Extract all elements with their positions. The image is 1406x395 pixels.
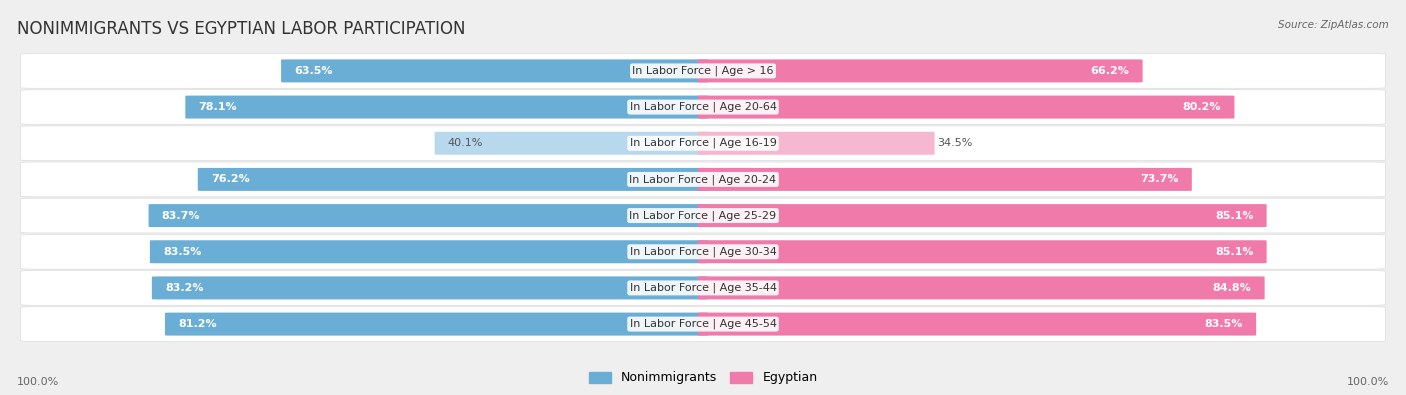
FancyBboxPatch shape: [434, 132, 709, 155]
Text: 76.2%: 76.2%: [211, 175, 250, 184]
Legend: Nonimmigrants, Egyptian: Nonimmigrants, Egyptian: [583, 367, 823, 389]
FancyBboxPatch shape: [697, 312, 1256, 336]
FancyBboxPatch shape: [21, 90, 1385, 124]
FancyBboxPatch shape: [697, 59, 1143, 83]
Text: 78.1%: 78.1%: [198, 102, 238, 112]
Text: 34.5%: 34.5%: [938, 138, 973, 148]
Text: 73.7%: 73.7%: [1140, 175, 1178, 184]
FancyBboxPatch shape: [21, 234, 1385, 269]
Text: In Labor Force | Age 20-24: In Labor Force | Age 20-24: [630, 174, 776, 185]
Text: 85.1%: 85.1%: [1215, 211, 1254, 220]
FancyBboxPatch shape: [697, 204, 1267, 227]
FancyBboxPatch shape: [281, 59, 709, 83]
FancyBboxPatch shape: [697, 168, 1192, 191]
Text: 83.2%: 83.2%: [165, 283, 204, 293]
Text: 66.2%: 66.2%: [1091, 66, 1129, 76]
FancyBboxPatch shape: [697, 240, 1267, 263]
Text: 63.5%: 63.5%: [294, 66, 333, 76]
Text: In Labor Force | Age 25-29: In Labor Force | Age 25-29: [630, 210, 776, 221]
FancyBboxPatch shape: [21, 162, 1385, 197]
Text: 85.1%: 85.1%: [1215, 247, 1254, 257]
FancyBboxPatch shape: [165, 312, 709, 336]
Text: In Labor Force | Age 30-34: In Labor Force | Age 30-34: [630, 246, 776, 257]
FancyBboxPatch shape: [149, 204, 709, 227]
FancyBboxPatch shape: [186, 96, 709, 118]
FancyBboxPatch shape: [21, 307, 1385, 341]
Text: 83.7%: 83.7%: [162, 211, 200, 220]
Text: In Labor Force | Age 45-54: In Labor Force | Age 45-54: [630, 319, 776, 329]
FancyBboxPatch shape: [697, 96, 1234, 118]
Text: NONIMMIGRANTS VS EGYPTIAN LABOR PARTICIPATION: NONIMMIGRANTS VS EGYPTIAN LABOR PARTICIP…: [17, 20, 465, 38]
Text: In Labor Force | Age 35-44: In Labor Force | Age 35-44: [630, 283, 776, 293]
FancyBboxPatch shape: [21, 198, 1385, 233]
Text: Source: ZipAtlas.com: Source: ZipAtlas.com: [1278, 20, 1389, 30]
FancyBboxPatch shape: [21, 126, 1385, 161]
Text: 100.0%: 100.0%: [1347, 377, 1389, 387]
FancyBboxPatch shape: [198, 168, 709, 191]
FancyBboxPatch shape: [21, 54, 1385, 88]
Text: In Labor Force | Age 20-64: In Labor Force | Age 20-64: [630, 102, 776, 112]
Text: 100.0%: 100.0%: [17, 377, 59, 387]
Text: In Labor Force | Age > 16: In Labor Force | Age > 16: [633, 66, 773, 76]
Text: 83.5%: 83.5%: [1205, 319, 1243, 329]
Text: 83.5%: 83.5%: [163, 247, 201, 257]
FancyBboxPatch shape: [697, 276, 1264, 299]
FancyBboxPatch shape: [150, 240, 709, 263]
FancyBboxPatch shape: [21, 271, 1385, 305]
Text: 81.2%: 81.2%: [179, 319, 217, 329]
Text: 40.1%: 40.1%: [447, 138, 484, 148]
Text: In Labor Force | Age 16-19: In Labor Force | Age 16-19: [630, 138, 776, 149]
FancyBboxPatch shape: [152, 276, 709, 299]
FancyBboxPatch shape: [697, 132, 935, 155]
Text: 80.2%: 80.2%: [1182, 102, 1222, 112]
Text: 84.8%: 84.8%: [1213, 283, 1251, 293]
